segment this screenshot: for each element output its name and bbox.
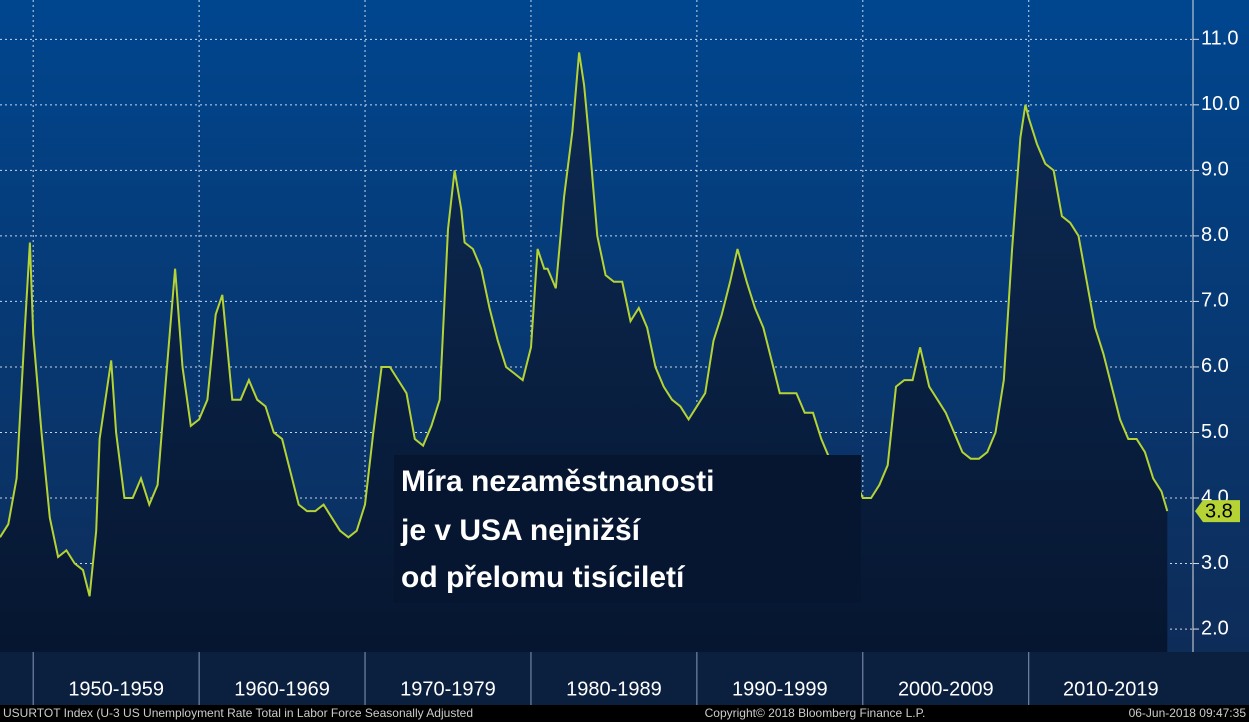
x-tick-label: 1980-1989 xyxy=(566,678,662,700)
footer-timestamp: 06-Jun-2018 09:47:35 xyxy=(1129,706,1247,720)
y-tick-label: 5.0 xyxy=(1201,421,1229,443)
x-tick-label: 1950-1959 xyxy=(68,678,164,700)
x-tick-label: 1960-1969 xyxy=(234,678,330,700)
x-tick-label: 1990-1999 xyxy=(732,678,828,700)
y-tick-label: 11.0 xyxy=(1201,28,1238,50)
line xyxy=(0,52,1169,597)
footer-source: USURTOT Index (U-3 US Unemployment Rate … xyxy=(3,706,473,720)
footer-copyright: Copyright© 2018 Bloomberg Finance L.P. xyxy=(705,706,926,720)
annotation: je v USA nejnižší xyxy=(400,514,642,547)
area xyxy=(0,52,1168,652)
y-tick-label: 10.0 xyxy=(1201,93,1240,115)
y-tick-label: 6.0 xyxy=(1201,355,1229,377)
y-tick-label: 9.0 xyxy=(1201,159,1229,181)
y-tick-label: 2.0 xyxy=(1201,617,1229,639)
annotation: Míra nezaměstnanosti xyxy=(401,465,714,498)
footer-band xyxy=(0,705,1249,722)
x-tick-label: 2010-2019 xyxy=(1063,678,1159,700)
y-tick-label: 3.0 xyxy=(1201,552,1229,574)
y-tick-label: 7.0 xyxy=(1201,290,1229,312)
annotation: od přelomu tisíciletí xyxy=(401,561,686,594)
last-value-label: 3.8 xyxy=(1205,500,1233,522)
last-value-box xyxy=(1195,500,1240,523)
x-axis-band xyxy=(0,652,1249,705)
x-tick-label: 1970-1979 xyxy=(400,678,496,700)
x-tick-label: 2000-2009 xyxy=(898,678,994,700)
y-tick-label: 8.0 xyxy=(1201,224,1229,246)
annotation-box xyxy=(394,455,861,603)
